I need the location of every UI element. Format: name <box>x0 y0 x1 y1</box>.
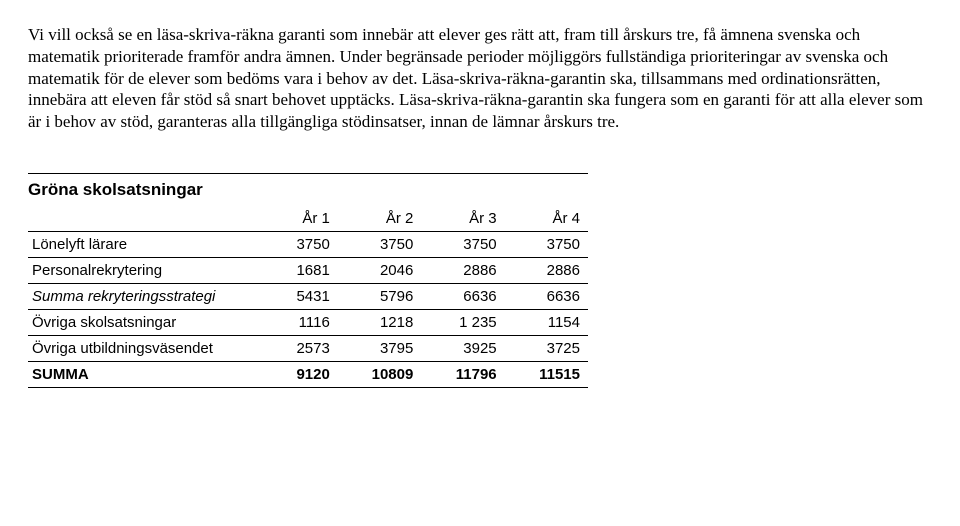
row-value: 3750 <box>421 231 504 257</box>
row-label: Lönelyft lärare <box>28 231 256 257</box>
row-value: 1 235 <box>421 309 504 335</box>
row-value: 2886 <box>421 257 504 283</box>
table-row: Övriga utbildningsväsendet25733795392537… <box>28 335 588 361</box>
section-title: Gröna skolsatsningar <box>28 173 588 200</box>
row-value: 1681 <box>256 257 338 283</box>
table-header-year2: År 2 <box>338 206 422 232</box>
row-value: 1154 <box>505 309 588 335</box>
row-value: 1116 <box>256 309 338 335</box>
body-paragraph: Vi vill också se en läsa-skriva-räkna ga… <box>28 24 932 133</box>
row-value: 9120 <box>256 361 338 387</box>
row-value: 11515 <box>505 361 588 387</box>
row-value: 5431 <box>256 283 338 309</box>
row-value: 3750 <box>338 231 422 257</box>
row-label: Övriga skolsatsningar <box>28 309 256 335</box>
table-row: Personalrekrytering1681204628862886 <box>28 257 588 283</box>
row-label: Övriga utbildningsväsendet <box>28 335 256 361</box>
row-value: 1218 <box>338 309 422 335</box>
row-value: 3750 <box>505 231 588 257</box>
table-row: Övriga skolsatsningar111612181 2351154 <box>28 309 588 335</box>
row-value: 3750 <box>256 231 338 257</box>
row-value: 10809 <box>338 361 422 387</box>
table-row: Summa rekryteringsstrategi54315796663666… <box>28 283 588 309</box>
row-value: 2886 <box>505 257 588 283</box>
table-header-year3: År 3 <box>421 206 504 232</box>
table-header-empty <box>28 206 256 232</box>
budget-table: År 1 År 2 År 3 År 4 Lönelyft lärare37503… <box>28 206 588 388</box>
row-value: 5796 <box>338 283 422 309</box>
table-row: SUMMA9120108091179611515 <box>28 361 588 387</box>
row-value: 6636 <box>505 283 588 309</box>
table-row: Lönelyft lärare3750375037503750 <box>28 231 588 257</box>
row-value: 2573 <box>256 335 338 361</box>
table-header-year4: År 4 <box>505 206 588 232</box>
row-label: Personalrekrytering <box>28 257 256 283</box>
row-value: 6636 <box>421 283 504 309</box>
row-value: 3795 <box>338 335 422 361</box>
row-value: 3725 <box>505 335 588 361</box>
row-value: 2046 <box>338 257 422 283</box>
row-value: 11796 <box>421 361 504 387</box>
table-header-row: År 1 År 2 År 3 År 4 <box>28 206 588 232</box>
table-header-year1: År 1 <box>256 206 338 232</box>
row-label: Summa rekryteringsstrategi <box>28 283 256 309</box>
row-value: 3925 <box>421 335 504 361</box>
row-label: SUMMA <box>28 361 256 387</box>
